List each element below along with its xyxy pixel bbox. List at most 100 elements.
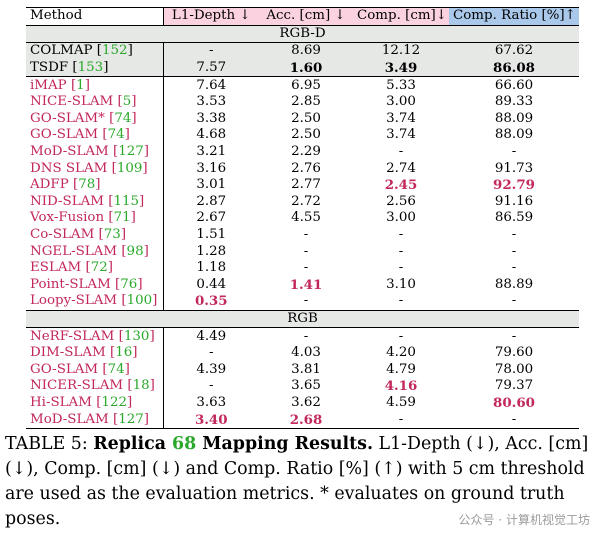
acc-cell: 6.95 [259,76,353,94]
method-cell: NID-SLAM [115] [26,193,164,211]
l1-cell: 3.21 [196,144,227,160]
ratio-cell: 78.00 [494,361,534,377]
ratio-cell: 88.09 [494,110,534,126]
l1-cell: 3.53 [196,94,227,110]
ratio-cell: - [511,328,517,344]
acc-cell: 2.68 [259,411,353,429]
acc-cell: 4.55 [291,210,321,226]
caption-title-b: Mapping Results. [196,434,374,454]
table-row: Vox-Fusion [71] 2.67 4.55 3.00 86.59 [26,210,579,227]
ratio-cell: - [511,144,517,160]
ratio-cell: - [511,293,517,309]
acc-cell: 2.29 [291,144,321,160]
table-row: DIM-SLAM [16] - 4.03 4.20 79.60 [26,344,579,362]
acc-cell: 3.65 [291,378,321,394]
section-label-rgbd: RGB-D [26,24,579,44]
ratio-cell: 80.60 [493,394,535,411]
l1-cell: - [163,42,259,60]
acc-cell: - [303,293,309,309]
table-body: RGB-D COLMAP [152] - 8.69 12.12 67.62 TS… [26,24,579,429]
table-row: GO-SLAM* [74] 3.38 2.50 3.74 88.09 [26,110,579,128]
caption-title-ref: 68 [172,434,197,454]
l1-cell: 3.01 [196,177,227,193]
method-cell: NeRF-SLAM [130] [26,327,164,345]
table-row: DNS SLAM [109] 3.16 2.76 2.74 91.73 [26,160,579,177]
method-cell: DNS SLAM [109] [26,160,164,177]
table-row: ADFP [78] 3.01 2.77 2.45 92.79 [26,176,579,194]
table-row: NID-SLAM [115] 2.87 2.72 2.56 91.16 [26,193,579,211]
comp-cell: 3.00 [386,94,416,110]
header-method: Method [26,7,164,26]
ratio-cell: - [511,260,517,276]
method-cell: MoD-SLAM [127] [26,143,164,161]
header-l1-depth: L1-Depth ↓ [163,7,259,26]
acc-cell: 4.03 [291,345,321,361]
acc-cell: 3.81 [291,361,321,377]
comp-cell: 12.12 [353,42,449,60]
table-row: MoD-SLAM [127] 3.21 2.29 - - [26,143,579,161]
acc-cell: 2.76 [291,160,321,176]
ratio-cell: 88.89 [494,276,534,292]
header-accuracy: Acc. [cm] ↓ [259,7,353,26]
table-row: COLMAP [152] - 8.69 12.12 67.62 [26,42,579,60]
l1-cell: 2.87 [196,193,227,209]
acc-cell: 1.60 [259,59,353,77]
ratio-cell: 91.16 [494,193,534,209]
mapping-results-table: Method L1-Depth ↓ Acc. [cm] ↓ Comp. [cm]… [26,7,579,429]
acc-cell: 1.41 [289,276,323,293]
acc-cell: 2.50 [291,110,321,126]
acc-cell: - [303,260,309,276]
method-cell: COLMAP [152] [26,42,164,60]
acc-cell: - [303,243,309,259]
section-label-rgb: RGB [26,309,579,329]
watermark-text: 公众号 · 计算机视觉工坊 [456,511,592,528]
acc-cell: - [303,227,309,243]
comp-cell: 2.74 [386,160,416,176]
l1-cell: 1.18 [196,260,227,276]
method-cell: Loopy-SLAM [100] [26,293,164,311]
l1-cell: 3.38 [196,110,227,126]
ratio-cell: - [449,411,579,429]
method-cell: GO-SLAM* [74] [26,110,164,128]
ratio-cell: 67.62 [449,42,579,60]
table-row: Point-SLAM [76] 0.44 1.41 3.10 88.89 [26,276,579,294]
l1-cell: 0.44 [196,276,227,292]
caption-body: L1-Depth (↓), Acc. [cm] (↓), Comp. [cm] … [5,434,589,529]
table-row: GO-SLAM [74] 4.39 3.81 4.79 78.00 [26,361,579,379]
l1-cell: 4.68 [196,127,227,143]
method-cell: NGEL-SLAM [98] [26,243,164,260]
comp-cell: - [398,328,404,344]
header-completion-ratio: Comp. Ratio [%]↑ [449,7,579,26]
comp-cell: 4.16 [384,378,418,395]
acc-cell: 2.72 [291,193,321,209]
l1-cell: 4.49 [196,328,227,344]
comp-cell: - [353,411,449,429]
ratio-cell: 91.73 [494,160,534,176]
table-row: ESLAM [72] 1.18 - - - [26,259,579,277]
acc-cell: 2.50 [291,127,321,143]
l1-cell: 3.16 [196,160,227,176]
table-row: NICER-SLAM [18] - 3.65 4.16 79.37 [26,378,579,395]
ratio-cell: 79.60 [494,345,534,361]
method-cell: Co-SLAM [73] [26,226,164,244]
table-row: TSDF [153] 7.57 1.60 3.49 86.08 [26,59,579,77]
table-row: Loopy-SLAM [100] 0.35 - - - [26,293,579,311]
table-row: NICE-SLAM [5] 3.53 2.85 3.00 89.33 [26,93,579,111]
method-cell: ADFP [78] [26,176,164,194]
results-table-wrapper: Method L1-Depth ↓ Acc. [cm] ↓ Comp. [cm]… [26,7,579,429]
l1-cell: - [208,378,214,394]
comp-cell: - [398,260,404,276]
ratio-cell: 86.59 [494,210,534,226]
header-row: Method L1-Depth ↓ Acc. [cm] ↓ Comp. [cm]… [26,7,579,26]
comp-cell: 2.45 [384,177,418,194]
acc-cell: 2.77 [291,177,321,193]
comp-cell: - [398,243,404,259]
method-cell: Hi-SLAM [122] [26,394,164,412]
method-cell: Point-SLAM [76] [26,276,164,294]
comp-cell: - [398,144,404,160]
l1-cell: 1.51 [196,227,227,243]
acc-cell: - [303,328,309,344]
acc-cell: 3.62 [291,394,321,410]
l1-cell: 2.67 [196,210,227,226]
l1-cell: 0.35 [194,293,228,310]
